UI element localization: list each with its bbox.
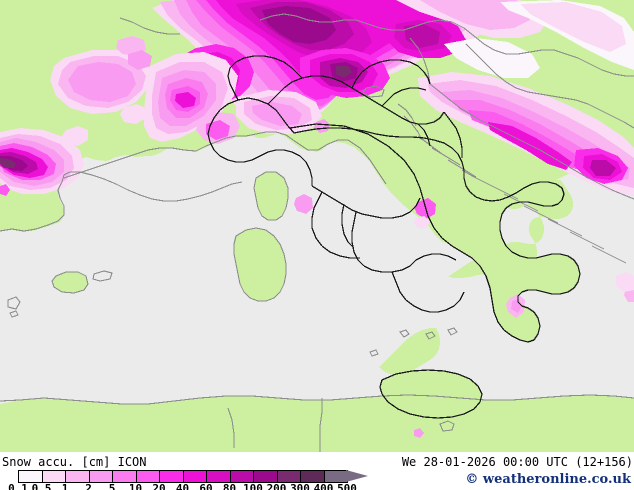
color-scale-bar[interactable] (18, 470, 368, 483)
mallorca (52, 272, 88, 293)
color-scale-tick-400: 400 (313, 482, 334, 490)
color-scale-tick-80: 80 (222, 482, 237, 490)
color-scale-labels: 0.1 0.5 1 2 5 10 20 40 60 80 100 200 300 400 500 (0, 482, 380, 490)
national-borders (207, 55, 581, 419)
copyright-notice: © weatheronline.co.uk (465, 472, 631, 487)
weather-map[interactable] (0, 0, 634, 452)
color-scale-tick-5: 5 (108, 482, 116, 490)
color-scale-arrow-icon (346, 470, 368, 482)
color-scale-tick-0.1: 0.1 (8, 482, 28, 490)
land-overlay (0, 0, 634, 452)
map-canvas (0, 0, 634, 452)
sicily (380, 370, 482, 418)
italy-peninsula (290, 124, 580, 342)
color-scale-tick-20: 20 (152, 482, 166, 490)
color-scale-tick-2: 2 (85, 482, 92, 490)
color-scale-tick-40: 40 (175, 482, 190, 490)
corsica (254, 172, 288, 220)
forecast-run-date: We 28-01-2026 00:00 UTC (12+156) (401, 455, 633, 469)
map-footer: Snow accu. [cm] ICON We 28-01-2026 00:00… (0, 452, 634, 490)
north-africa-landmass (0, 395, 634, 452)
regional-borders (0, 13, 634, 452)
color-scale-tick-500: 500 (337, 482, 357, 490)
snow-overlay-top (0, 0, 634, 438)
color-scale-tick-60: 60 (199, 482, 213, 490)
color-scale-tick-300: 300 (290, 482, 310, 490)
color-scale-tick-10: 10 (128, 482, 143, 490)
color-scale-tick-200: 200 (266, 482, 287, 490)
color-scale-tick-1: 1 (61, 482, 69, 490)
legend-title: Snow accu. [cm] ICON (2, 455, 147, 469)
sardinia (234, 228, 286, 301)
color-scale-tick-0.5: 0.5 (31, 482, 52, 490)
color-scale-tick-100: 100 (243, 482, 263, 490)
